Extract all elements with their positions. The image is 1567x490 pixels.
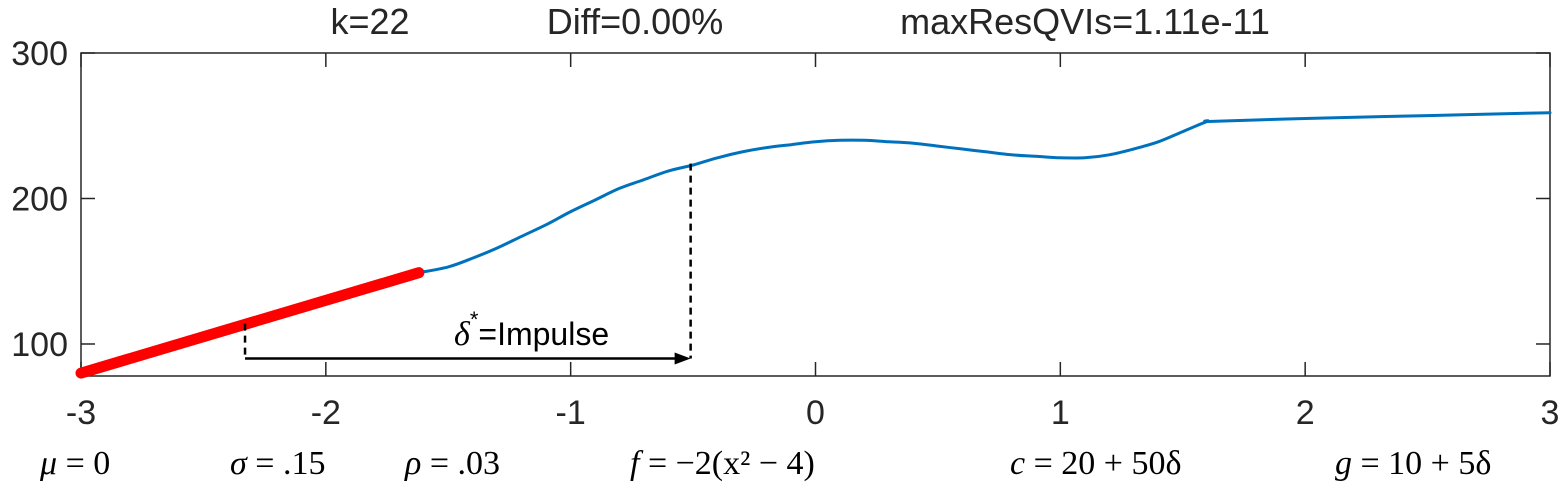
parameter-footer: μ = 0 σ = .15 ρ = .03 f = −2(x² − 4) c =… bbox=[39, 445, 1491, 482]
x-tick-label: -2 bbox=[311, 394, 341, 432]
title-maxres: maxResQVIs=1.11e-11 bbox=[900, 1, 1270, 42]
x-tick-label: -1 bbox=[556, 394, 586, 432]
y-tick-label: 300 bbox=[11, 35, 68, 73]
y-tick-label: 100 bbox=[11, 326, 68, 364]
impulse-annotation bbox=[243, 163, 692, 365]
series-line-blue bbox=[417, 111, 1552, 275]
impulse-superscript: * bbox=[470, 307, 479, 332]
y-axis-ticks bbox=[81, 52, 1550, 345]
param-f: f = −2(x² − 4) bbox=[630, 445, 815, 482]
x-tick-label: 2 bbox=[1296, 394, 1315, 432]
param-sigma: σ = .15 bbox=[230, 445, 325, 482]
series-group bbox=[75, 111, 1552, 379]
impulse-delta-symbol: δ bbox=[454, 316, 471, 353]
title-k: k=22 bbox=[330, 1, 409, 42]
chart-title: k=22 Diff=0.00% maxResQVIs=1.11e-11 bbox=[330, 1, 1269, 42]
x-tick-label: 1 bbox=[1051, 394, 1070, 432]
impulse-arrow-head bbox=[674, 352, 691, 365]
impulse-label: δ*=Impulse bbox=[454, 307, 609, 353]
title-diff: Diff=0.00% bbox=[547, 1, 723, 42]
x-tick-label: -3 bbox=[66, 394, 96, 432]
x-tick-label: 3 bbox=[1541, 394, 1560, 432]
y-tick-labels: 100 200 300 bbox=[11, 35, 68, 364]
param-g: g = 10 + 5δ bbox=[1335, 445, 1491, 482]
param-c: c = 20 + 50δ bbox=[1010, 445, 1181, 482]
impulse-text: =Impulse bbox=[478, 316, 609, 352]
x-tick-label: 0 bbox=[806, 394, 825, 432]
plot-area bbox=[80, 52, 1551, 377]
series-line-red bbox=[75, 267, 425, 379]
param-mu: μ = 0 bbox=[39, 445, 110, 482]
x-tick-labels: -3 -2 -1 0 1 2 3 bbox=[66, 394, 1560, 432]
param-rho: ρ = .03 bbox=[404, 445, 500, 482]
y-tick-label: 200 bbox=[11, 180, 68, 218]
x-axis-ticks bbox=[80, 53, 1551, 376]
